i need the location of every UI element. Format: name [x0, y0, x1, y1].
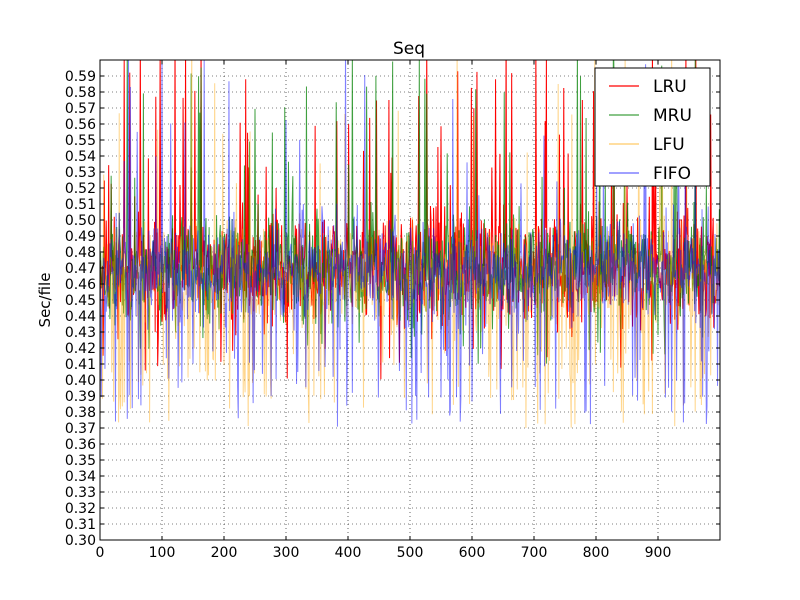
- y-tick-label: 0.36: [65, 437, 96, 453]
- legend-label-lru: LRU: [653, 77, 687, 97]
- y-tick-label: 0.58: [65, 85, 96, 101]
- y-tick-label: 0.48: [65, 245, 96, 261]
- y-tick-label: 0.42: [65, 341, 96, 357]
- x-tick-label: 600: [459, 545, 486, 561]
- y-axis-ticks: 0.300.310.320.330.340.350.360.370.380.39…: [65, 69, 720, 549]
- legend-label-mru: MRU: [653, 106, 692, 126]
- x-tick-label: 400: [335, 545, 362, 561]
- series-lines: [100, 60, 720, 428]
- x-tick-label: 300: [273, 545, 300, 561]
- y-tick-label: 0.59: [65, 69, 96, 85]
- y-tick-label: 0.52: [65, 181, 96, 197]
- y-tick-label: 0.55: [65, 133, 96, 149]
- y-tick-label: 0.54: [65, 149, 96, 165]
- legend-label-fifo: FIFO: [653, 164, 691, 184]
- y-tick-label: 0.38: [65, 405, 96, 421]
- y-tick-label: 0.57: [65, 101, 96, 117]
- y-tick-label: 0.47: [65, 261, 96, 277]
- y-tick-label: 0.49: [65, 229, 96, 245]
- x-tick-label: 100: [149, 545, 176, 561]
- x-tick-label: 700: [521, 545, 548, 561]
- y-tick-label: 0.43: [65, 325, 96, 341]
- y-tick-label: 0.51: [65, 197, 96, 213]
- y-tick-label: 0.41: [65, 357, 96, 373]
- y-tick-label: 0.50: [65, 213, 96, 229]
- y-tick-label: 0.33: [65, 485, 96, 501]
- y-tick-label: 0.37: [65, 421, 96, 437]
- x-tick-label: 0: [96, 545, 105, 561]
- x-tick-label: 500: [397, 545, 424, 561]
- y-tick-label: 0.44: [65, 309, 96, 325]
- chart-title: Seq: [393, 39, 425, 59]
- legend-box: [594, 67, 711, 187]
- series-line-fifo: [100, 60, 720, 427]
- y-tick-label: 0.45: [65, 293, 96, 309]
- y-tick-label: 0.56: [65, 117, 96, 133]
- y-tick-label: 0.31: [65, 517, 96, 533]
- y-tick-label: 0.30: [65, 533, 96, 549]
- x-tick-label: 900: [645, 545, 672, 561]
- y-tick-label: 0.40: [65, 373, 96, 389]
- legend-label-lfu: LFU: [653, 135, 685, 155]
- x-tick-label: 200: [211, 545, 238, 561]
- y-axis-label: Sec/file: [36, 273, 54, 328]
- x-axis-ticks: 0 100 200 300 400 500 600 700 800 900: [96, 60, 672, 561]
- y-tick-label: 0.32: [65, 501, 96, 517]
- legend: LRU MRU LFU FIFO: [594, 67, 711, 187]
- y-tick-label: 0.35: [65, 453, 96, 469]
- y-tick-label: 0.34: [65, 469, 96, 485]
- y-tick-label: 0.53: [65, 165, 96, 181]
- x-tick-label: 800: [583, 545, 610, 561]
- y-tick-label: 0.39: [65, 389, 96, 405]
- y-tick-label: 0.46: [65, 277, 96, 293]
